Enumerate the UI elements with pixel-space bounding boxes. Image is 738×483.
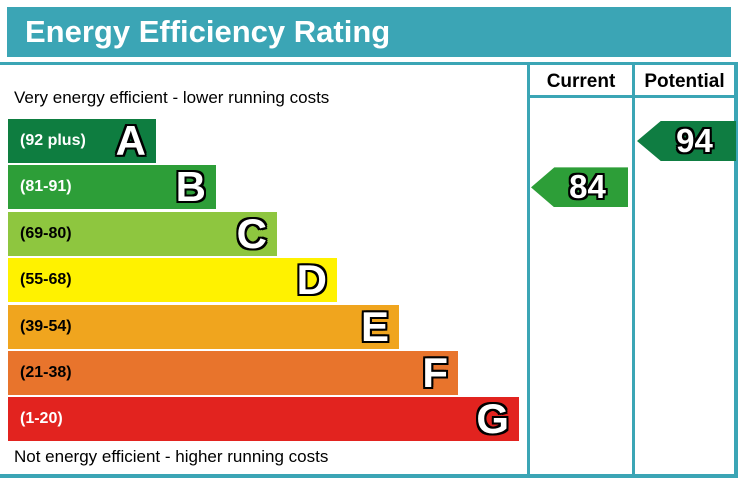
table-right-border: [734, 62, 738, 478]
band-bar: (69-80) C: [8, 209, 277, 257]
potential-rating-arrow: 94: [637, 121, 736, 161]
band-range-label: (21-38): [20, 363, 72, 381]
band-range-label: (55-68): [20, 271, 72, 289]
band-row: (69-80) C: [8, 209, 519, 257]
band-range-label: (81-91): [20, 178, 72, 196]
band-letter: D: [296, 256, 327, 304]
band-bar: (39-54) E: [8, 302, 399, 350]
band-row: (39-54) E: [8, 302, 519, 350]
band-letter: F: [422, 348, 448, 396]
current-column-header: Current: [546, 71, 616, 92]
band-row: (21-38) F: [8, 348, 519, 396]
frame-bottom-border: [0, 474, 738, 478]
band-bar: (21-38) F: [8, 348, 458, 396]
band-range-label: (92 plus): [20, 132, 86, 149]
current-rating-arrow: 84: [531, 167, 628, 208]
band-bar: (55-68) D: [8, 256, 337, 304]
chart-title: Energy Efficiency Rating: [25, 14, 391, 49]
top-note: Very energy efficient - lower running co…: [14, 88, 330, 107]
current-rating-value: 84: [569, 168, 606, 206]
chart-title-bar: Energy Efficiency Rating: [7, 7, 731, 57]
band-row: (81-91) B: [8, 163, 519, 211]
band-row: (1-20) G: [8, 395, 519, 443]
band-letter: G: [476, 395, 509, 443]
band-letter: B: [175, 163, 206, 211]
band-bar: (92 plus) A: [8, 119, 156, 163]
band-row: (55-68) D: [8, 256, 519, 304]
band-row: (92 plus) A: [8, 119, 519, 163]
band-bar: (81-91) B: [8, 163, 216, 211]
band-range-label: (1-20): [20, 410, 63, 428]
frame-top-border: [0, 62, 738, 65]
potential-column-header: Potential: [644, 71, 725, 92]
potential-rating-value: 94: [676, 122, 713, 159]
band-letter: A: [115, 117, 146, 164]
band-range-label: (69-80): [20, 224, 72, 242]
table-column-divider: [632, 62, 635, 478]
table-left-border: [527, 62, 530, 478]
table-header-underline: [527, 95, 738, 98]
bottom-note: Not energy efficient - higher running co…: [14, 447, 329, 466]
band-range-label: (39-54): [20, 317, 72, 335]
band-letter: C: [236, 209, 267, 257]
rating-bands: (92 plus) A (81-91) B (69-80) C (55-68) …: [8, 119, 519, 444]
band-bar: (1-20) G: [8, 395, 519, 443]
band-letter: E: [360, 302, 389, 350]
